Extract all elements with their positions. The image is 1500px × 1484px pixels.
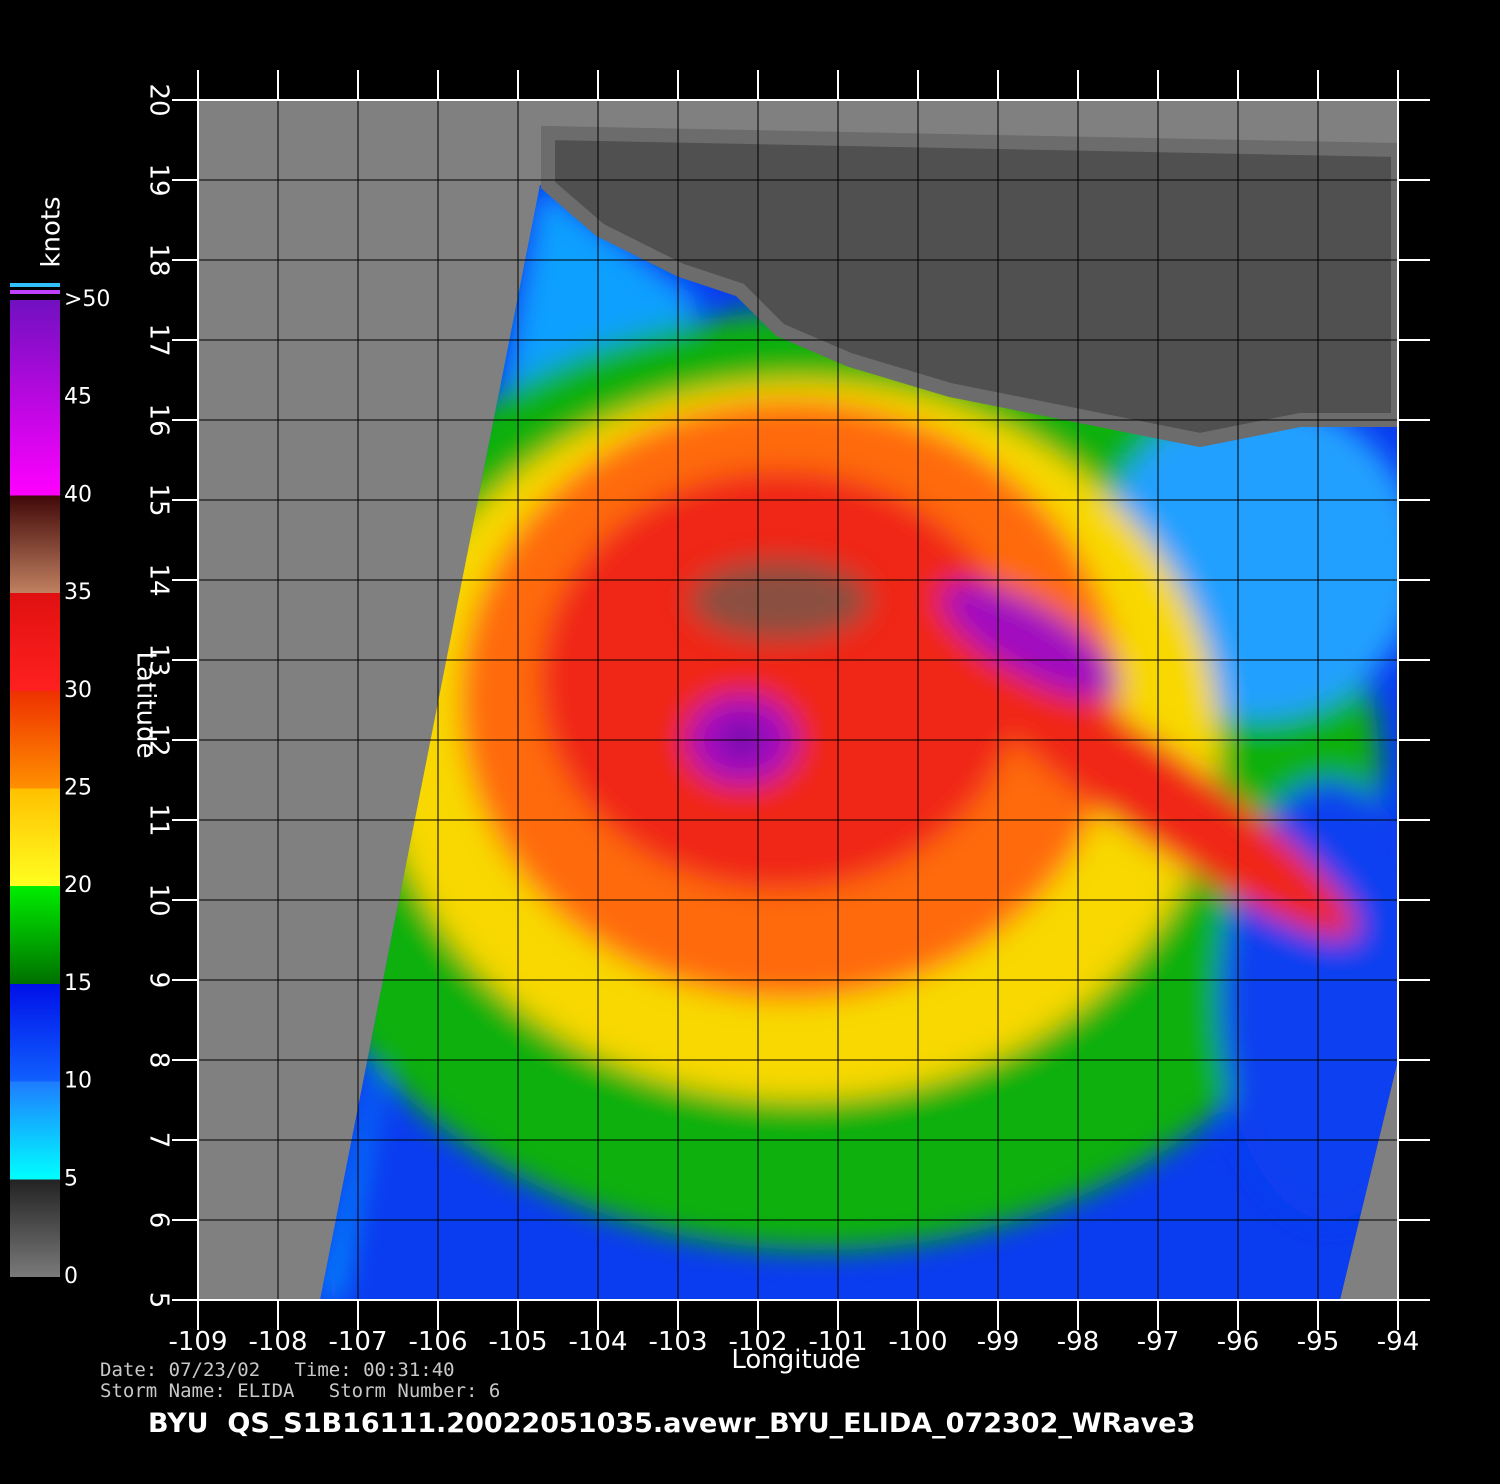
colorbar-tick-label: 5	[64, 1166, 78, 1191]
plot-frame	[197, 99, 1399, 1301]
y-tick-label: 7	[144, 1132, 174, 1149]
info-line: Storm Name: ELIDA Storm Number: 6	[100, 1380, 500, 1402]
x-tick-label: -101	[808, 1327, 867, 1357]
info-line: Date: 07/23/02 Time: 00:31:40	[100, 1359, 455, 1381]
y-tick-label: 9	[144, 972, 174, 989]
colorbar-tick-label: 10	[64, 1069, 92, 1094]
x-tick-label: -107	[328, 1327, 387, 1357]
y-tick-label: 13	[144, 643, 174, 676]
y-tick-label: 10	[144, 883, 174, 916]
colorbar-tick-label: 25	[64, 776, 92, 801]
y-tick-label: 18	[144, 243, 174, 276]
x-tick-label: -97	[1137, 1327, 1179, 1357]
y-axis-label: Latitude	[131, 651, 161, 758]
x-tick-label: -95	[1297, 1327, 1339, 1357]
colorbar-cap	[10, 290, 60, 294]
x-tick-label: -100	[888, 1327, 947, 1357]
x-tick-label: -96	[1217, 1327, 1259, 1357]
y-tick-label: 14	[144, 563, 174, 596]
x-tick-label: -98	[1057, 1327, 1099, 1357]
y-tick-label: 16	[144, 403, 174, 436]
colorbar-tick-label: 40	[64, 482, 92, 507]
x-tick-label: -99	[977, 1327, 1019, 1357]
x-tick-label: -105	[488, 1327, 547, 1357]
x-tick-label: -94	[1377, 1327, 1419, 1357]
y-tick-label: 6	[144, 1212, 174, 1229]
colorbar-tick-label: 35	[64, 580, 92, 605]
chart-title: BYU QS_S1B16111.20022051035.avewr_BYU_EL…	[148, 1408, 1195, 1439]
y-tick-label: 17	[144, 323, 174, 356]
x-tick-label: -106	[408, 1327, 467, 1357]
x-tick-label: -108	[248, 1327, 307, 1357]
x-tick-label: -104	[568, 1327, 627, 1357]
colorbar-tick-label: 15	[64, 971, 92, 996]
y-tick-label: 5	[144, 1292, 174, 1309]
y-tick-label: 15	[144, 483, 174, 516]
map-image	[198, 100, 1398, 1300]
x-axis-label: Longitude	[731, 1345, 860, 1375]
colorbar-tick-label: >50	[64, 287, 110, 312]
x-tick-label: -102	[728, 1327, 787, 1357]
y-tick-label: 20	[144, 83, 174, 116]
colorbar-tick-label: 30	[64, 678, 92, 703]
colorbar-label: knots	[37, 196, 67, 267]
colorbar-tick-label: 20	[64, 873, 92, 898]
y-tick-label: 12	[144, 723, 174, 756]
colorbar-tick-label: 0	[64, 1264, 78, 1289]
y-tick-label: 19	[144, 163, 174, 196]
y-tick-label: 8	[144, 1052, 174, 1069]
x-tick-label: -103	[648, 1327, 707, 1357]
colorbar-cap	[10, 283, 60, 287]
colorbar-tick-label: 45	[64, 385, 92, 410]
colorbar	[10, 300, 60, 1277]
x-tick-label: -109	[168, 1327, 227, 1357]
y-tick-label: 11	[144, 803, 174, 836]
